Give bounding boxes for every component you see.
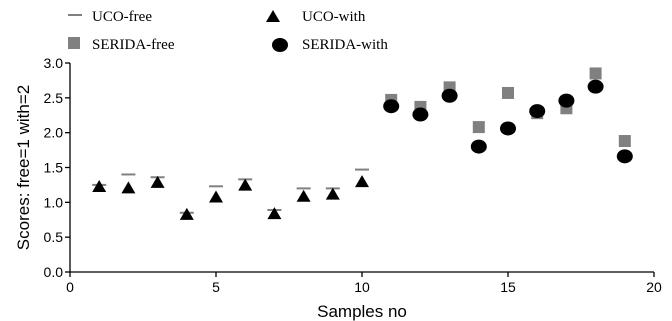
x-tick-label: 15 <box>500 279 516 295</box>
data-point <box>589 67 602 80</box>
x-axis-label: Samples no <box>317 302 407 321</box>
data-point <box>296 189 311 202</box>
legend-item-uco-free: UCO-free <box>68 9 152 25</box>
y-tick-label: 3.0 <box>44 55 64 71</box>
x-tick-label: 5 <box>212 279 220 295</box>
legend: UCO-free UCO-with SERIDA-free SERIDA-with <box>68 9 388 53</box>
y-tick-label: 2.0 <box>44 125 64 141</box>
data-point <box>209 185 223 188</box>
legend-marker <box>272 38 288 52</box>
legend-label: UCO-with <box>302 9 366 25</box>
y-tick-label: 0.0 <box>44 264 64 280</box>
data-point <box>121 173 136 176</box>
data-point <box>470 139 487 154</box>
data-point <box>150 175 165 188</box>
data-point <box>472 121 485 134</box>
y-tick-label: 2.5 <box>44 90 64 106</box>
data-point <box>529 104 546 119</box>
data-point <box>441 88 458 103</box>
data-point <box>121 181 136 194</box>
data-marks <box>92 67 633 220</box>
data-point <box>618 135 631 148</box>
data-point <box>325 187 340 200</box>
y-axis-ticks: 0.0 0.5 1.0 1.5 2.0 2.5 3.0 <box>44 55 70 280</box>
data-point <box>267 207 282 220</box>
x-tick-label: 10 <box>354 279 370 295</box>
series-uco-with <box>92 175 369 220</box>
x-tick-label: 0 <box>66 279 74 295</box>
y-tick-label: 1.5 <box>44 160 64 176</box>
data-point <box>355 168 369 171</box>
legend-item-serida-free: SERIDA-free <box>68 37 175 53</box>
data-point <box>92 180 107 193</box>
data-point <box>412 107 429 122</box>
data-point <box>355 175 369 188</box>
legend-label: SERIDA-with <box>302 37 388 53</box>
legend-marker <box>68 37 80 49</box>
legend-marker <box>266 10 280 22</box>
series-serida-with <box>383 79 633 164</box>
data-point <box>238 178 253 191</box>
y-axis-label: Scores: free=1 with=2 <box>14 85 33 250</box>
legend-item-uco-with: UCO-with <box>266 9 366 25</box>
plot-area: 0 5 10 15 20 0.0 0.5 1.0 1.5 2.0 2.5 3.0 <box>44 55 662 295</box>
data-point <box>209 190 223 203</box>
data-point <box>502 86 514 99</box>
y-tick-label: 0.5 <box>44 229 64 245</box>
y-tick-label: 1.0 <box>44 194 64 210</box>
x-tick-label: 20 <box>646 279 662 295</box>
data-point <box>558 93 575 108</box>
legend-marker <box>68 14 82 16</box>
legend-label: UCO-free <box>92 9 152 25</box>
data-point <box>587 79 604 94</box>
legend-label: SERIDA-free <box>92 37 175 53</box>
data-point <box>296 187 311 190</box>
legend-item-serida-with: SERIDA-with <box>272 37 388 53</box>
x-axis-ticks: 0 5 10 15 20 <box>66 272 662 295</box>
data-point <box>383 99 400 114</box>
data-point <box>179 207 194 220</box>
data-point <box>616 149 633 164</box>
data-point <box>500 121 516 136</box>
